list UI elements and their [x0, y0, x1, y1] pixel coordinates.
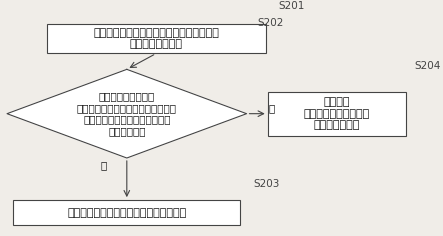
FancyBboxPatch shape: [268, 92, 406, 136]
Text: S203: S203: [253, 179, 279, 189]
Text: 否: 否: [101, 160, 107, 170]
Text: 获取第一路段的导航规划采纳率以及第一路
段的车辆通行信息: 获取第一路段的导航规划采纳率以及第一路 段的车辆通行信息: [93, 28, 219, 50]
Text: S201: S201: [278, 1, 304, 11]
Text: S204: S204: [415, 61, 441, 71]
Text: 是: 是: [269, 103, 275, 113]
Text: 结束本次
针对第一路段的电子地
图校正处理操作: 结束本次 针对第一路段的电子地 图校正处理操作: [304, 97, 370, 130]
Text: 根据第一路段的导航
规划采纳率以及车辆通行信息，确定
电子地图中第一路段的通行属性
信息是否准确: 根据第一路段的导航 规划采纳率以及车辆通行信息，确定 电子地图中第一路段的通行属…: [77, 91, 177, 136]
Polygon shape: [7, 69, 247, 158]
FancyBboxPatch shape: [47, 24, 265, 53]
Text: S202: S202: [257, 18, 284, 28]
Text: 校正电子地图中第一路段的通行属性信息: 校正电子地图中第一路段的通行属性信息: [67, 208, 187, 218]
FancyBboxPatch shape: [13, 200, 240, 225]
